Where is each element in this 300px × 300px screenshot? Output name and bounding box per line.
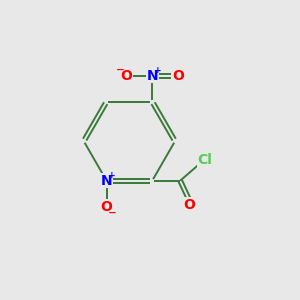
Text: O: O: [183, 198, 195, 212]
Text: +: +: [154, 66, 161, 75]
Text: −: −: [116, 65, 125, 75]
Text: −: −: [108, 208, 117, 218]
Text: O: O: [172, 69, 184, 83]
Text: +: +: [108, 171, 116, 180]
Text: O: O: [100, 200, 112, 214]
Text: N: N: [101, 174, 112, 188]
Text: Cl: Cl: [197, 153, 212, 167]
Text: O: O: [120, 69, 132, 83]
Text: N: N: [146, 69, 158, 83]
